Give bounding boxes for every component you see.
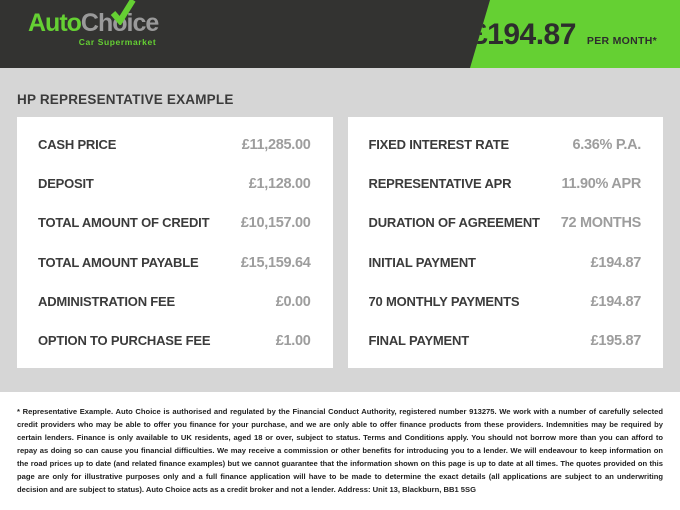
finance-row-value: 72 MONTHS (560, 215, 642, 232)
finance-card-amounts: CASH PRICE £11,285.00 DEPOSIT £1,128.00 … (17, 117, 333, 368)
table-row: DEPOSIT £1,128.00 (38, 176, 311, 192)
finance-row-value: £194.87 (590, 254, 642, 271)
monthly-price-suffix: PER MONTH* (586, 35, 657, 47)
finance-row-label: 70 MONTHLY PAYMENTS (368, 293, 520, 309)
table-row: INITIAL PAYMENT £194.87 (369, 255, 642, 271)
finance-row-value: £0.00 (275, 293, 311, 310)
finance-row-label: TOTAL AMOUNT OF CREDIT (38, 215, 210, 231)
finance-row-label: ADMINISTRATION FEE (38, 293, 175, 309)
monthly-price: £194.87 (470, 18, 576, 51)
representative-example-disclaimer: * Representative Example. Auto Choice is… (17, 407, 663, 494)
finance-row-value: £10,157.00 (240, 215, 311, 232)
autochoice-logo[interactable]: AutoChoice Car Supermarket (28, 0, 159, 47)
table-row: TOTAL AMOUNT OF CREDIT £10,157.00 (38, 215, 311, 231)
finance-row-value: £1,128.00 (248, 176, 311, 193)
table-row: ADMINISTRATION FEE £0.00 (38, 294, 311, 310)
table-row: FIXED INTEREST RATE 6.36% P.A. (369, 137, 642, 153)
finance-row-value: 11.90% APR (561, 176, 642, 193)
finance-row-label: TOTAL AMOUNT PAYABLE (38, 254, 199, 270)
finance-row-value: £1.00 (275, 332, 311, 349)
table-row: DURATION OF AGREEMENT 72 MONTHS (369, 215, 642, 231)
legal-footer: * Representative Example. Auto Choice is… (0, 392, 680, 510)
top-header-bar: AutoChoice Car Supermarket £194.87 PER M… (0, 0, 680, 68)
finance-row-label: INITIAL PAYMENT (368, 254, 476, 270)
table-row: 70 MONTHLY PAYMENTS £194.87 (369, 294, 642, 310)
finance-row-value: 6.36% P.A. (572, 137, 642, 153)
monthly-price-banner: £194.87 PER MONTH* (470, 0, 680, 68)
finance-card-rates-payments: FIXED INTEREST RATE 6.36% P.A. REPRESENT… (347, 117, 663, 368)
finance-row-label: FIXED INTEREST RATE (368, 137, 510, 152)
finance-row-value: £194.87 (590, 293, 642, 310)
logo-tagline: Car Supermarket (78, 36, 157, 47)
checkmark-icon (110, 0, 136, 25)
finance-cards-container: CASH PRICE £11,285.00 DEPOSIT £1,128.00 … (0, 107, 680, 368)
table-row: FINAL PAYMENT £195.87 (369, 333, 642, 349)
finance-row-value: £195.87 (590, 332, 642, 349)
finance-row-value: £15,159.64 (240, 254, 311, 271)
page-title: HP REPRESENTATIVE EXAMPLE (17, 92, 234, 107)
finance-example-section: HP REPRESENTATIVE EXAMPLE CASH PRICE £11… (0, 68, 680, 392)
finance-row-label: REPRESENTATIVE APR (368, 176, 512, 192)
logo-text-auto: Auto (28, 9, 82, 37)
table-row: TOTAL AMOUNT PAYABLE £15,159.64 (38, 255, 311, 271)
table-row: REPRESENTATIVE APR 11.90% APR (369, 176, 642, 192)
finance-row-label: CASH PRICE (38, 137, 117, 152)
finance-row-label: DURATION OF AGREEMENT (368, 215, 540, 231)
finance-row-label: DEPOSIT (38, 176, 94, 192)
finance-row-label: FINAL PAYMENT (368, 332, 470, 348)
finance-row-label: OPTION TO PURCHASE FEE (38, 332, 211, 348)
logo-wordmark: AutoChoice (28, 0, 159, 38)
table-row: CASH PRICE £11,285.00 (38, 137, 311, 153)
table-row: OPTION TO PURCHASE FEE £1.00 (38, 333, 311, 349)
finance-row-value: £11,285.00 (241, 137, 311, 153)
